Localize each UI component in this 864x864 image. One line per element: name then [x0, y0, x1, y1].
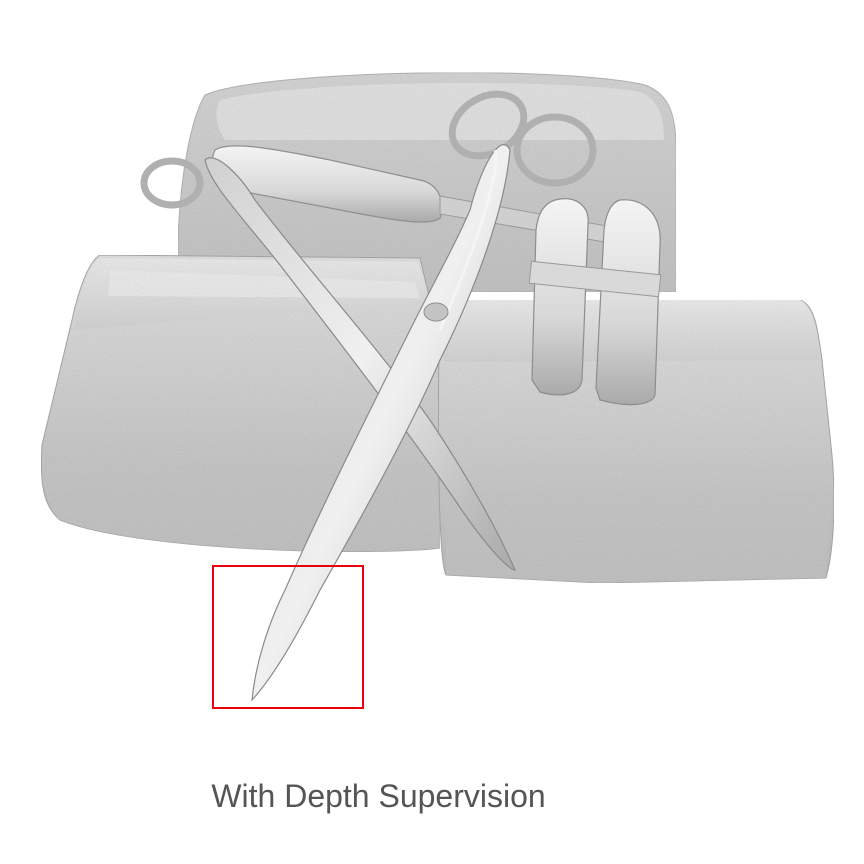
scissors-blade — [251, 144, 511, 702]
figure-caption: With Depth Supervision — [211, 778, 546, 814]
clamp-rings — [528, 198, 662, 406]
highlight-box — [212, 565, 364, 709]
long-blade — [204, 157, 517, 571]
